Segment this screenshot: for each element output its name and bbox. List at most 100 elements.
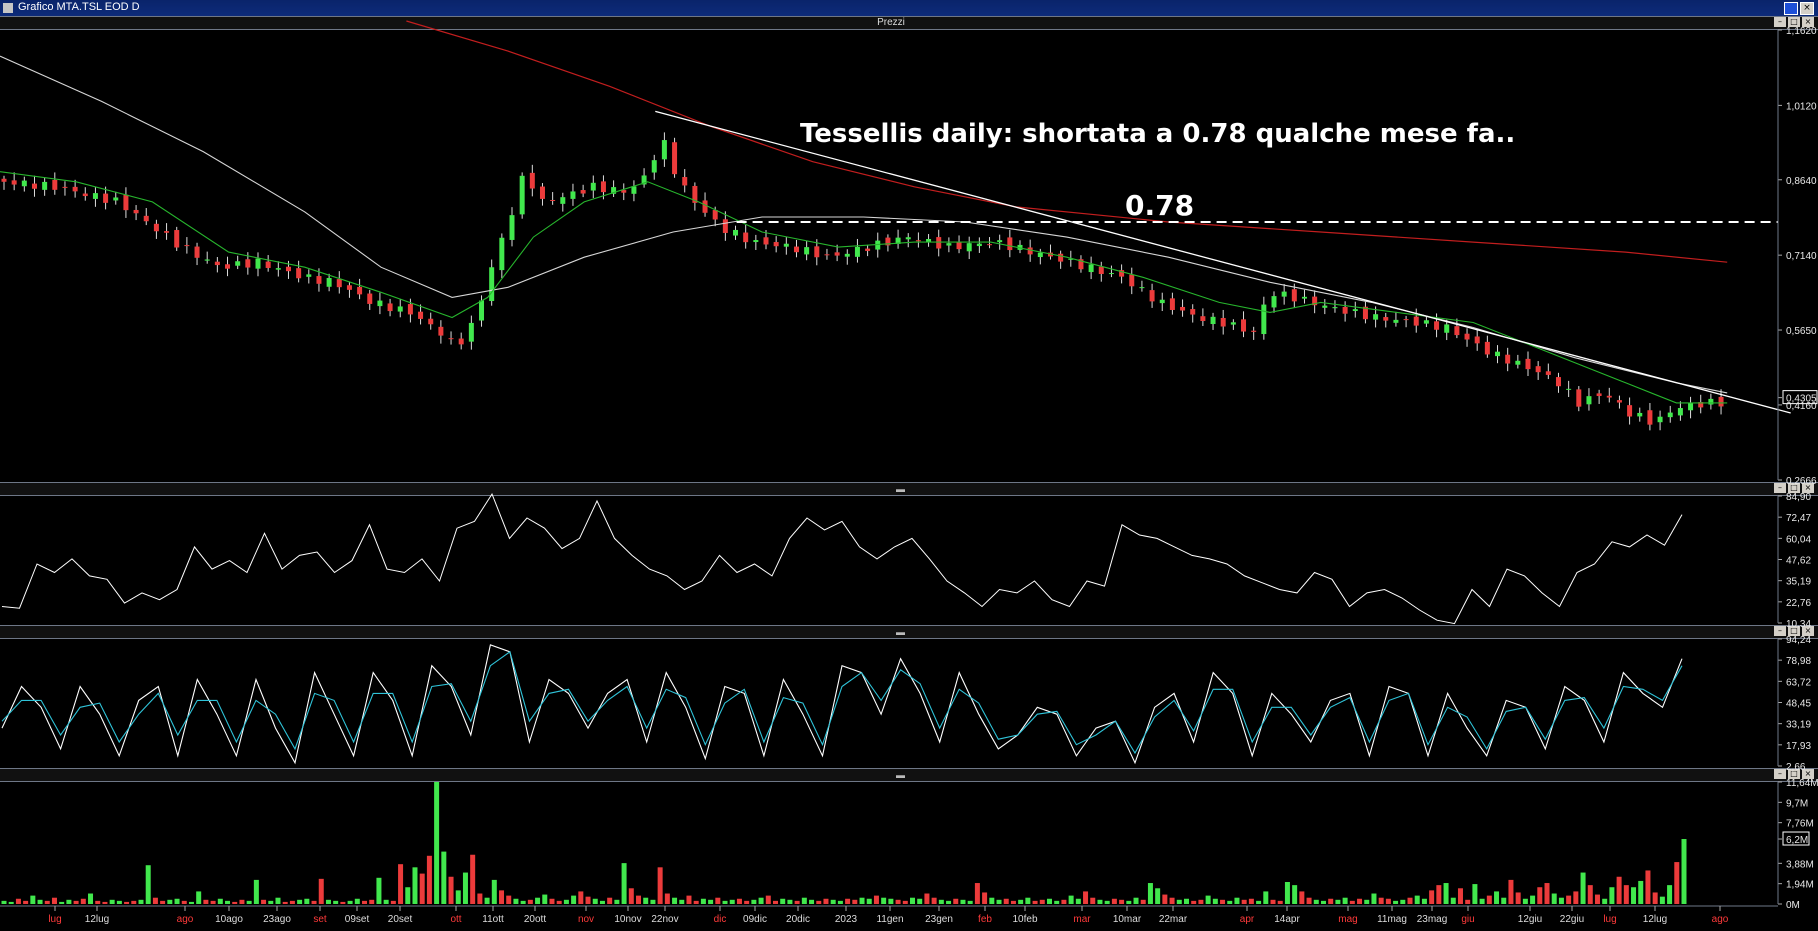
volume-bar <box>1609 887 1615 904</box>
candle-body <box>428 318 434 325</box>
volume-bar <box>275 897 281 904</box>
pane-close-button[interactable]: × <box>1802 769 1814 779</box>
volume-bar <box>722 900 728 904</box>
pane-maximize-button[interactable]: □ <box>1788 483 1800 493</box>
price-pane-label: Prezzi <box>877 17 905 28</box>
pane-maximize-button[interactable]: □ <box>1788 769 1800 779</box>
volume-bar <box>1046 898 1052 904</box>
pane-minimize-button[interactable]: – <box>1774 626 1786 636</box>
pane-close-button[interactable]: × <box>1802 626 1814 636</box>
volume-bar <box>188 901 194 904</box>
candle-body <box>783 243 789 247</box>
pane-close-button[interactable]: × <box>1802 483 1814 493</box>
candle-body <box>1555 377 1561 387</box>
close-button[interactable]: × <box>1800 2 1814 15</box>
volume-bar <box>1631 887 1637 904</box>
rsi-pane[interactable]: 84,90 72,47 60,04 47,62 35,19 22,76 10,34 <box>1 492 1811 630</box>
volume-bar <box>44 900 50 904</box>
candle-body <box>712 210 718 220</box>
volume-bar <box>1472 884 1478 904</box>
volume-bar <box>563 899 569 904</box>
volume-bar <box>8 901 14 904</box>
candle-body <box>11 180 17 185</box>
candle-body <box>214 261 220 266</box>
date-tick-label: 09dic <box>743 914 767 925</box>
date-tick-label: 10nov <box>614 914 641 925</box>
volume-bar <box>152 897 158 904</box>
date-tick-label: 23gen <box>925 914 953 925</box>
volume-bar <box>412 867 418 904</box>
volume-bar <box>1357 898 1363 904</box>
pane-maximize-button[interactable]: □ <box>1788 17 1800 27</box>
pane-close-button[interactable]: × <box>1802 17 1814 27</box>
volume-bar <box>1659 896 1665 904</box>
stoch-d-line <box>1 650 1683 755</box>
volume-bar <box>967 900 973 904</box>
ma-long-line <box>0 55 1728 394</box>
pane-minimize-button[interactable]: – <box>1774 769 1786 779</box>
candle-body <box>377 300 383 307</box>
candle-body <box>1312 296 1318 306</box>
candle-body <box>804 247 810 255</box>
volume-bar <box>1544 883 1550 904</box>
volume-bar <box>881 897 887 904</box>
volume-bar <box>1667 885 1673 904</box>
date-tick-label: feb <box>978 914 992 925</box>
volume-bar <box>340 901 346 904</box>
candle-body <box>1169 298 1175 310</box>
volume-bar <box>470 854 476 904</box>
volume-bar <box>1652 892 1658 904</box>
volume-bar <box>938 899 944 904</box>
pane-grip-icon[interactable]: ▬ <box>896 484 905 494</box>
candle-body <box>1657 416 1663 423</box>
stochastic-pane[interactable]: 94,24 78,98 63,72 48,45 33,19 17,93 2,66 <box>1 635 1811 773</box>
volume-bar <box>210 900 216 904</box>
volume-bar <box>1198 899 1204 904</box>
volume-bar <box>599 900 605 904</box>
stochastic-pane-header: ▬ – □ × <box>0 625 1818 639</box>
volume-bar <box>1025 897 1031 904</box>
candle-body <box>753 240 759 243</box>
candle-body <box>184 245 190 247</box>
volume-y-tick-label: 9,7M <box>1786 798 1808 809</box>
candle-body <box>123 194 129 211</box>
volume-bar <box>304 898 310 904</box>
volume-pane[interactable]: 11,64M 9,7M 7,76M 6,2M 3,88M 1,94M 0M <box>1 778 1818 911</box>
pane-grip-icon[interactable]: ▬ <box>896 627 905 637</box>
date-tick-label: 22mar <box>1159 914 1188 925</box>
volume-bar <box>1227 900 1233 904</box>
volume-bar <box>1270 899 1276 904</box>
candle-body <box>1423 320 1429 324</box>
candle-body <box>1007 237 1013 251</box>
candle-body <box>1098 266 1104 274</box>
pane-minimize-button[interactable]: – <box>1774 17 1786 27</box>
volume-bar <box>852 899 858 904</box>
stoch-k-line <box>1 644 1683 765</box>
date-tick-label: 20dic <box>786 914 810 925</box>
volume-bar <box>578 891 584 904</box>
candle-body <box>153 223 159 232</box>
pane-maximize-button[interactable]: □ <box>1788 626 1800 636</box>
candle-body <box>285 266 291 272</box>
restore-button[interactable] <box>1784 2 1798 15</box>
date-tick-label: 23mag <box>1417 914 1448 925</box>
date-tick-label: 14apr <box>1274 914 1300 925</box>
volume-bar <box>37 899 43 904</box>
volume-bar <box>1400 899 1406 904</box>
volume-bar <box>88 893 94 904</box>
date-tick-label: 12lug <box>85 914 109 925</box>
volume-bar <box>765 895 771 904</box>
volume-bar <box>1169 897 1175 904</box>
volume-pane-header: ▬ – □ × <box>0 768 1818 782</box>
volume-bar <box>1075 898 1081 904</box>
volume-bar <box>1140 899 1146 904</box>
candle-body <box>52 179 58 190</box>
volume-bar <box>1530 895 1536 904</box>
pane-grip-icon[interactable]: ▬ <box>896 770 905 780</box>
candle-body <box>1068 258 1074 260</box>
pane-minimize-button[interactable]: – <box>1774 483 1786 493</box>
volume-bar <box>809 899 815 904</box>
price-pane[interactable]: 1,1620 1,0120 0,8640 0,7140 0,5650 0,43050,41… <box>0 20 1818 487</box>
downtrend-line <box>655 110 1791 414</box>
